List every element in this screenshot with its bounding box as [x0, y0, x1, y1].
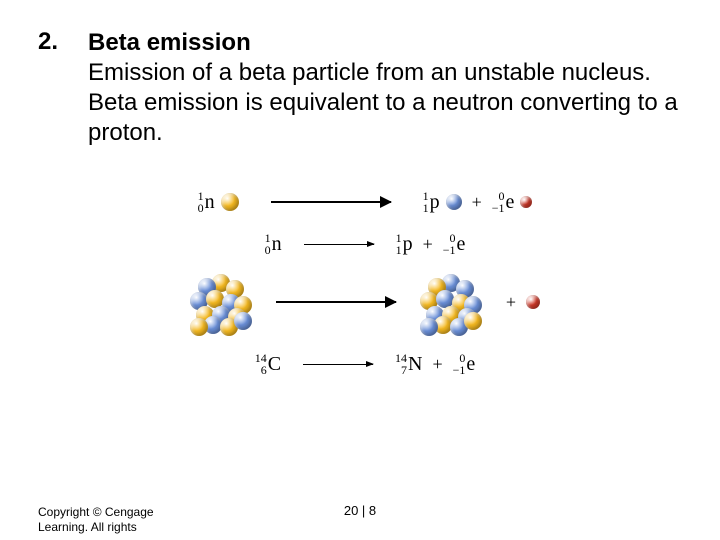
nucleus-before-icon — [190, 274, 252, 330]
beta-symbol: 0−1 e — [492, 190, 515, 214]
arrow-icon — [276, 301, 396, 303]
neutron-symbol: 10 n — [198, 190, 215, 214]
equation-2: 10 n 11 p + 0−1 e — [150, 232, 580, 256]
item-description: Emission of a beta particle from an unst… — [88, 59, 678, 146]
beta-sphere-icon — [526, 295, 540, 309]
equation-4: 146 C 147 N + 0−1 e — [150, 352, 580, 376]
list-number: 2. — [38, 28, 88, 56]
proton-sphere-icon — [234, 312, 252, 330]
carbon14-symbol: 146 C — [255, 352, 281, 376]
list-row: 2. Beta emission Emission of a beta part… — [38, 28, 678, 148]
neutron-sphere-icon — [221, 193, 239, 211]
proton-sphere-icon — [446, 194, 462, 210]
plus-sign: + — [468, 192, 486, 213]
page-reference: 20 | 8 — [0, 503, 720, 518]
plus-sign: + — [419, 234, 437, 255]
equation-3: + — [150, 274, 580, 330]
plus-sign: + — [502, 292, 520, 313]
neutron-sphere-icon — [190, 318, 208, 336]
slide-content: 2. Beta emission Emission of a beta part… — [38, 28, 678, 148]
arrow-icon — [303, 364, 373, 365]
proton-sphere-icon — [420, 318, 438, 336]
neutron-symbol: 10 n — [265, 232, 282, 256]
proton-symbol: 11 p — [423, 190, 440, 214]
arrow-icon — [304, 244, 374, 245]
beta-symbol: 0−1 e — [443, 232, 466, 256]
arrow-icon — [271, 201, 391, 203]
beta-symbol: 0−1 e — [453, 352, 476, 376]
nitrogen14-symbol: 147 N — [395, 352, 422, 376]
diagram-area: 10 n 11 p + 0−1 e 10 n 11 p + — [150, 190, 580, 394]
text-block: Beta emission Emission of a beta particl… — [88, 28, 678, 148]
beta-sphere-icon — [520, 196, 532, 208]
neutron-sphere-icon — [464, 312, 482, 330]
equation-1: 10 n 11 p + 0−1 e — [150, 190, 580, 214]
plus-sign: + — [428, 354, 446, 375]
proton-symbol: 11 p — [396, 232, 413, 256]
item-title: Beta emission — [88, 29, 251, 56]
nucleus-after-icon — [420, 274, 482, 330]
